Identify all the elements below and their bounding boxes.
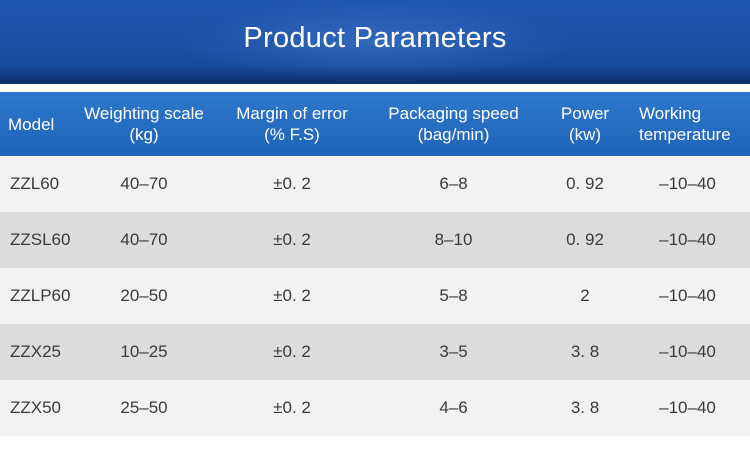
cell-model: ZZSL60: [10, 230, 71, 249]
header-power-line2: (kw): [568, 125, 602, 144]
cell-packaging-speed: 4–6: [439, 398, 468, 417]
cell-weighting-scale: 40–70: [120, 230, 168, 249]
cell-power: 0. 92: [566, 174, 604, 193]
header-power-line1: Power: [560, 104, 610, 123]
header-packaging-speed-line2: (bag/min): [417, 125, 490, 144]
header-working-temperature-line1: Working: [639, 104, 702, 123]
cell-power: 3. 8: [570, 398, 600, 417]
table-header-row: Model Weighting scale (kg) Margin of err…: [0, 92, 750, 156]
cell-weighting-scale: 10–25: [120, 342, 168, 361]
table-row: ZZL60 40–70 ±0. 2 6–8 0. 92 –10–40: [0, 156, 750, 212]
cell-model: ZZX50: [10, 398, 62, 417]
header-power: Power (kw): [545, 103, 625, 145]
parameters-table: Model Weighting scale (kg) Margin of err…: [0, 92, 750, 436]
header-working-temperature: Working temperature: [625, 103, 750, 145]
header-margin-of-error: Margin of error (% F.S): [222, 103, 362, 145]
cell-weighting-scale: 25–50: [120, 398, 168, 417]
header-working-temperature-line2: temperature: [639, 125, 731, 144]
header-weighting-scale-line1: Weighting scale: [84, 104, 204, 123]
cell-packaging-speed: 6–8: [439, 174, 468, 193]
header-model: Model: [0, 114, 66, 135]
cell-working-temperature: –10–40: [659, 342, 716, 361]
header-packaging-speed-line1: Packaging speed: [388, 104, 519, 123]
cell-margin-of-error: ±0. 2: [273, 286, 311, 305]
cell-packaging-speed: 5–8: [439, 286, 468, 305]
cell-model: ZZLP60: [10, 286, 71, 305]
cell-weighting-scale: 20–50: [120, 286, 168, 305]
cell-margin-of-error: ±0. 2: [273, 342, 311, 361]
cell-margin-of-error: ±0. 2: [273, 398, 311, 417]
cell-power: 0. 92: [566, 230, 604, 249]
cell-packaging-speed: 3–5: [439, 342, 468, 361]
title-banner: Product Parameters: [0, 0, 750, 84]
cell-working-temperature: –10–40: [659, 398, 716, 417]
cell-power: 3. 8: [570, 342, 600, 361]
cell-margin-of-error: ±0. 2: [273, 230, 311, 249]
cell-working-temperature: –10–40: [659, 286, 716, 305]
header-margin-of-error-line2: (% F.S): [264, 125, 320, 144]
page-title: Product Parameters: [243, 22, 507, 54]
table-row: ZZX25 10–25 ±0. 2 3–5 3. 8 –10–40: [0, 324, 750, 380]
header-margin-of-error-line1: Margin of error: [236, 104, 348, 123]
cell-power: 2: [580, 286, 590, 305]
cell-packaging-speed: 8–10: [434, 230, 473, 249]
table-row: ZZSL60 40–70 ±0. 2 8–10 0. 92 –10–40: [0, 212, 750, 268]
cell-weighting-scale: 40–70: [120, 174, 168, 193]
header-packaging-speed: Packaging speed (bag/min): [362, 103, 545, 145]
header-weighting-scale: Weighting scale (kg): [66, 103, 222, 145]
table-row: ZZX50 25–50 ±0. 2 4–6 3. 8 –10–40: [0, 380, 750, 436]
cell-model: ZZX25: [10, 342, 62, 361]
cell-margin-of-error: ±0. 2: [273, 174, 311, 193]
cell-model: ZZL60: [10, 174, 60, 193]
table-row: ZZLP60 20–50 ±0. 2 5–8 2 –10–40: [0, 268, 750, 324]
header-weighting-scale-line2: (kg): [129, 125, 159, 144]
header-model-line1: Model: [8, 114, 55, 134]
cell-working-temperature: –10–40: [659, 174, 716, 193]
cell-working-temperature: –10–40: [659, 230, 716, 249]
